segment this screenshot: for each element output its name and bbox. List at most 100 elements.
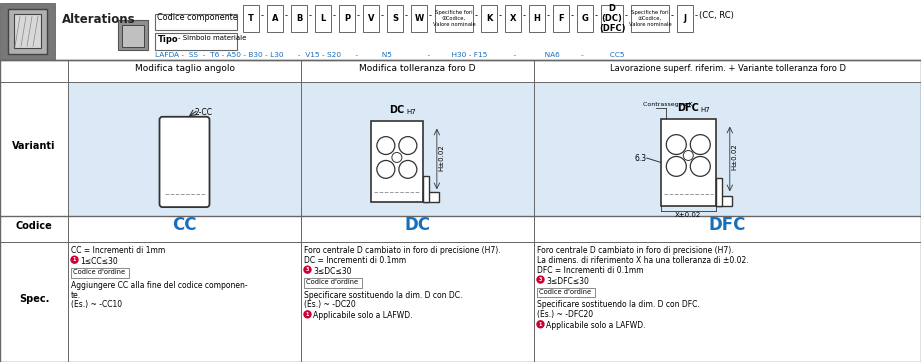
Bar <box>387 5 403 32</box>
Text: Foro centrale D cambiato in foro di precisione (H7).: Foro centrale D cambiato in foro di prec… <box>537 246 734 255</box>
Text: 3: 3 <box>306 267 309 272</box>
Circle shape <box>391 152 402 163</box>
Bar <box>315 5 331 32</box>
Text: DFC = Incrementi di 0.1mm: DFC = Incrementi di 0.1mm <box>537 266 644 275</box>
Text: Applicabile solo a LAFWD.: Applicabile solo a LAFWD. <box>313 311 413 320</box>
Text: 1: 1 <box>73 257 76 262</box>
Bar <box>301 216 534 242</box>
Text: (CC, RC): (CC, RC) <box>699 11 734 20</box>
Text: -: - <box>261 11 263 20</box>
Bar <box>301 242 534 362</box>
Text: Codice componente: Codice componente <box>157 13 238 21</box>
Bar <box>0 60 921 362</box>
Bar <box>301 82 534 216</box>
Bar <box>481 5 497 32</box>
Text: -: - <box>594 11 598 20</box>
Circle shape <box>71 256 78 263</box>
Bar <box>155 33 237 50</box>
Bar <box>537 287 595 298</box>
Text: Modifica taglio angolo: Modifica taglio angolo <box>134 64 235 73</box>
Text: -: - <box>428 11 432 20</box>
Text: Codice d'ordine: Codice d'ordine <box>73 269 125 275</box>
Text: 6.3: 6.3 <box>635 153 647 163</box>
Bar <box>534 216 921 242</box>
Bar <box>0 82 68 216</box>
Text: 1≤CC≤30: 1≤CC≤30 <box>80 257 118 266</box>
Text: CC: CC <box>172 216 197 234</box>
Bar <box>716 178 722 206</box>
Text: -: - <box>546 11 550 20</box>
Text: -: - <box>498 11 502 20</box>
Bar <box>660 119 716 206</box>
Text: Specificare sostituendo la dim. D con DC.: Specificare sostituendo la dim. D con DC… <box>304 291 462 299</box>
Bar <box>267 5 283 32</box>
Text: -: - <box>624 11 627 20</box>
Bar <box>71 268 129 278</box>
Text: 2-CC: 2-CC <box>194 108 213 117</box>
Text: T: T <box>248 14 254 23</box>
Text: H: H <box>533 14 541 23</box>
Bar <box>0 60 921 362</box>
Text: Alterations: Alterations <box>62 13 135 25</box>
Text: X±0.02: X±0.02 <box>675 212 702 218</box>
Text: X: X <box>509 14 517 23</box>
Text: -: - <box>570 11 574 20</box>
Text: Codice: Codice <box>16 221 52 231</box>
Text: -: - <box>356 11 359 20</box>
Text: Contrassegno K: Contrassegno K <box>643 102 693 107</box>
Text: DC: DC <box>390 105 404 115</box>
Bar <box>122 25 144 47</box>
Text: Spec.: Spec. <box>18 294 49 304</box>
Text: -: - <box>309 11 311 20</box>
Text: DC: DC <box>404 216 430 234</box>
Text: H±0.02: H±0.02 <box>439 144 445 171</box>
Circle shape <box>399 160 417 178</box>
Bar <box>677 5 693 32</box>
Text: La dimens. di riferimento X ha una tolleranza di ±0.02.: La dimens. di riferimento X ha una tolle… <box>537 256 749 265</box>
Circle shape <box>691 135 710 155</box>
Text: A: A <box>272 14 278 23</box>
Text: Specifiche fori
①Codice,
Valore nominale: Specifiche fori ①Codice, Valore nominale <box>433 10 475 27</box>
Text: Specificare sostituendo la dim. D con DFC.: Specificare sostituendo la dim. D con DF… <box>537 300 700 310</box>
Bar <box>411 5 427 32</box>
Text: L: L <box>321 14 326 23</box>
Text: DFC: DFC <box>677 103 699 113</box>
Text: B: B <box>296 14 302 23</box>
Text: Codice d'ordine: Codice d'ordine <box>539 289 591 295</box>
Bar <box>0 216 68 242</box>
Text: -: - <box>285 11 287 20</box>
Text: H±0.02: H±0.02 <box>732 143 738 170</box>
Bar <box>68 82 301 216</box>
Text: -: - <box>404 11 407 20</box>
Bar <box>339 5 355 32</box>
Text: te.: te. <box>71 291 81 299</box>
Text: - Simbolo materiale: - Simbolo materiale <box>178 35 247 41</box>
Bar <box>553 5 569 32</box>
Circle shape <box>537 276 544 283</box>
Circle shape <box>377 160 395 178</box>
Text: Foro centrale D cambiato in foro di precisione (H7).: Foro centrale D cambiato in foro di prec… <box>304 246 501 255</box>
Circle shape <box>666 156 686 176</box>
Text: -: - <box>694 11 697 20</box>
Bar <box>423 176 429 202</box>
Text: Aggiungere CC alla fine del codice componen-: Aggiungere CC alla fine del codice compo… <box>71 281 248 290</box>
Bar <box>601 5 623 32</box>
Bar <box>0 242 68 362</box>
Text: D
(DC)
(DFC): D (DC) (DFC) <box>599 4 625 33</box>
Circle shape <box>537 321 544 328</box>
Bar <box>529 5 545 32</box>
Text: 3: 3 <box>539 277 542 282</box>
Text: V: V <box>367 14 374 23</box>
Bar <box>423 192 439 202</box>
Circle shape <box>304 266 311 273</box>
Bar <box>534 242 921 362</box>
Circle shape <box>683 151 694 160</box>
Text: H7: H7 <box>700 107 710 113</box>
Bar <box>68 60 301 82</box>
Bar <box>155 14 237 30</box>
Bar <box>371 121 423 202</box>
Bar <box>291 5 307 32</box>
Bar <box>0 3 55 60</box>
Text: 1: 1 <box>539 322 542 327</box>
Text: S: S <box>392 14 398 23</box>
